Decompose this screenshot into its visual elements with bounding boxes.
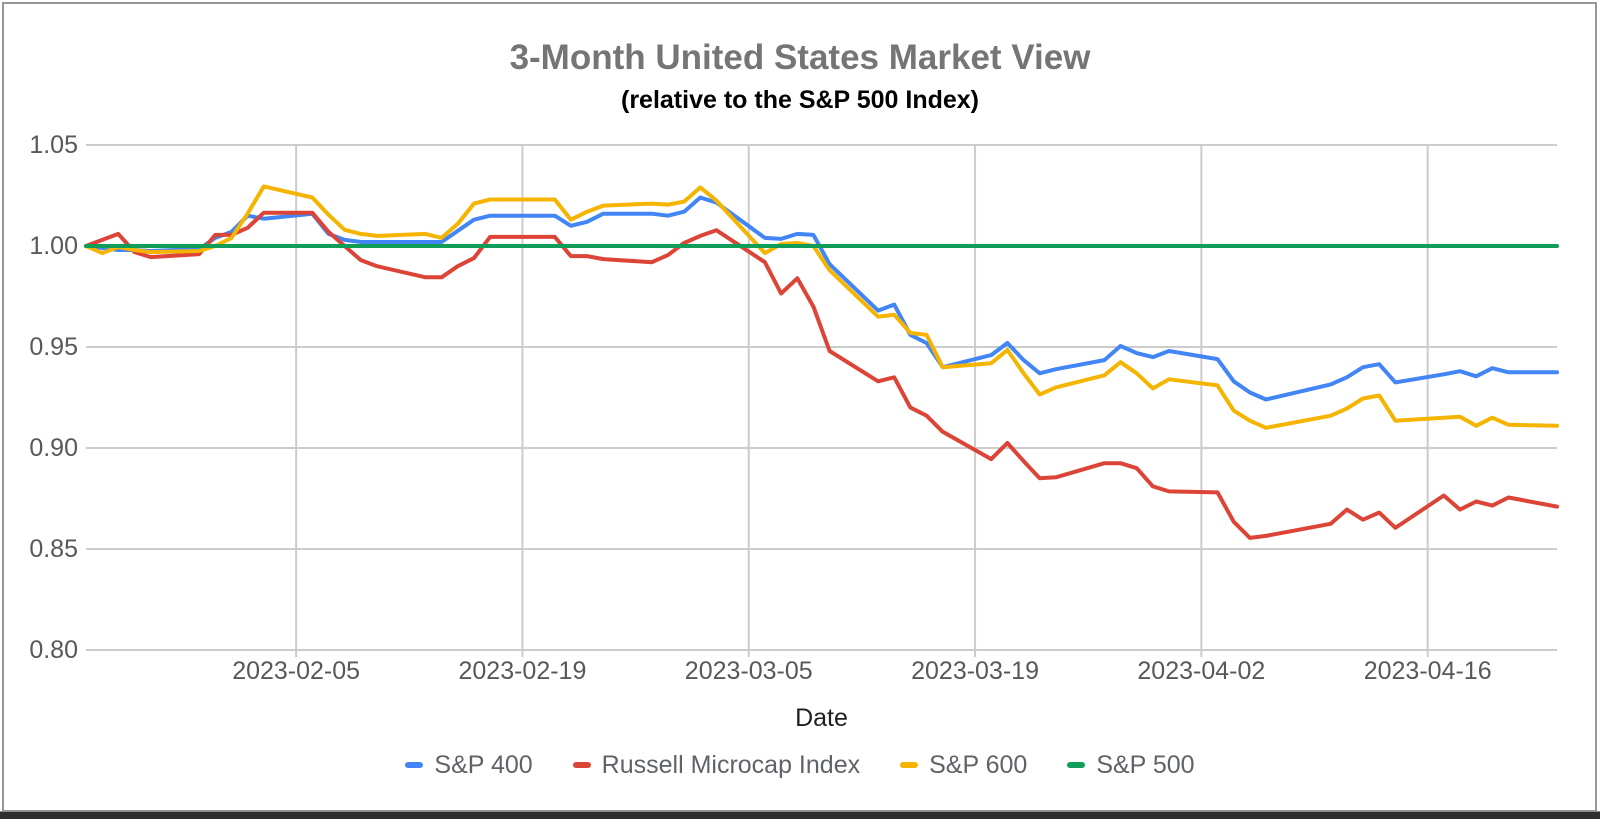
y-tick-label: 1.00: [29, 232, 78, 260]
series-line-s-p-600: [84, 184, 1559, 430]
legend-label: S&P 400: [434, 750, 533, 779]
legend-swatch-icon: [900, 762, 919, 768]
legend-item-s-p-600: S&P 600: [900, 751, 1027, 780]
x-tick-label: 2023-02-19: [458, 657, 587, 685]
y-tick-label: 1.05: [29, 131, 78, 159]
chart-legend: S&P 400 Russell Microcap Index S&P 600 S&P …: [0, 750, 1600, 780]
x-tick-label: 2023-03-05: [684, 657, 813, 685]
legend-label: S&P 600: [929, 750, 1028, 779]
chart-subtitle: (relative to the S&P 500 Index): [621, 86, 979, 114]
legend-label: Russell Microcap Index: [601, 750, 861, 779]
legend-swatch-icon: [572, 762, 591, 768]
legend-item-s-p-500: S&P 500: [1067, 750, 1195, 780]
series-line-s-p-400: [84, 195, 1559, 402]
y-tick-label: 0.80: [29, 636, 78, 664]
legend-item-s-p-400: S&P 400: [405, 750, 533, 780]
legend-item-russell-microcap-index: Russell Microcap Index: [572, 750, 861, 780]
y-tick-label: 0.85: [29, 535, 78, 563]
x-tick-label: 2023-03-19: [911, 657, 1039, 685]
series-line-russell-microcap-index: [84, 210, 1559, 540]
y-tick-label: 0.95: [29, 333, 78, 361]
legend-swatch-icon: [1067, 762, 1086, 768]
x-tick-label: 2023-04-16: [1363, 657, 1492, 685]
legend-label: S&P 500: [1096, 750, 1195, 779]
x-axis-title: Date: [795, 704, 848, 732]
chart-title: 3-Month United States Market View: [509, 38, 1091, 77]
y-tick-label: 0.90: [29, 434, 78, 462]
x-tick-label: 2023-02-05: [232, 657, 361, 685]
bottom-edge-bar: [0, 811, 1600, 819]
legend-swatch-icon: [405, 762, 424, 768]
x-tick-label: 2023-04-02: [1137, 657, 1266, 685]
